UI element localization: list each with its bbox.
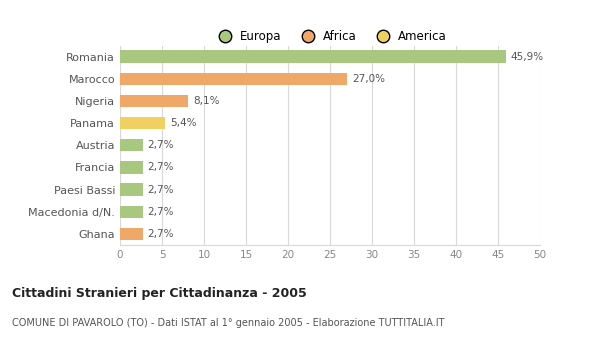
Text: 5,4%: 5,4% bbox=[170, 118, 197, 128]
Text: 27,0%: 27,0% bbox=[352, 74, 385, 84]
Text: Cittadini Stranieri per Cittadinanza - 2005: Cittadini Stranieri per Cittadinanza - 2… bbox=[12, 287, 307, 300]
Bar bbox=[120, 206, 143, 218]
Bar bbox=[120, 228, 143, 240]
Text: 2,7%: 2,7% bbox=[148, 229, 174, 239]
Legend: Europa, Africa, America: Europa, Africa, America bbox=[208, 26, 452, 48]
Text: 2,7%: 2,7% bbox=[148, 207, 174, 217]
Bar bbox=[120, 50, 506, 63]
Bar bbox=[120, 183, 143, 196]
Text: 2,7%: 2,7% bbox=[148, 162, 174, 173]
Bar bbox=[120, 161, 143, 174]
Bar bbox=[120, 73, 347, 85]
Text: COMUNE DI PAVAROLO (TO) - Dati ISTAT al 1° gennaio 2005 - Elaborazione TUTTITALI: COMUNE DI PAVAROLO (TO) - Dati ISTAT al … bbox=[12, 318, 445, 329]
Text: 45,9%: 45,9% bbox=[511, 51, 544, 62]
Bar bbox=[120, 117, 166, 129]
Bar bbox=[120, 139, 143, 151]
Text: 8,1%: 8,1% bbox=[193, 96, 220, 106]
Text: 2,7%: 2,7% bbox=[148, 184, 174, 195]
Bar bbox=[120, 95, 188, 107]
Text: 2,7%: 2,7% bbox=[148, 140, 174, 150]
